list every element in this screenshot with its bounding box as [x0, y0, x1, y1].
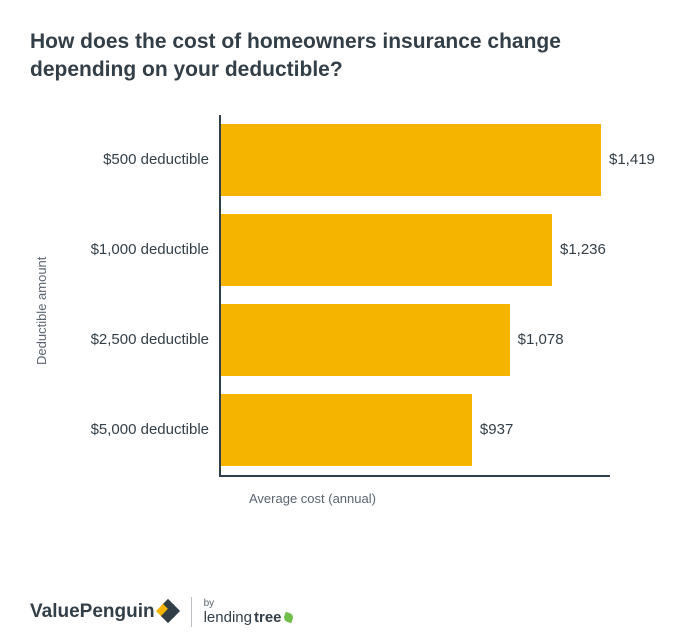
leaf-icon [282, 612, 294, 624]
brand1-text: ValuePenguin [30, 601, 155, 623]
bar-zone: $1,078 [219, 295, 670, 385]
category-label: $5,000 deductible [49, 421, 219, 438]
plot-area: $500 deductible $1,419 $1,000 deductible… [49, 115, 670, 506]
x-axis-line-row [49, 475, 670, 477]
x-axis-line [219, 475, 610, 477]
bar-row: $2,500 deductible $1,078 [49, 295, 670, 385]
chart-title: How does the cost of homeowners insuranc… [30, 28, 590, 85]
bar [221, 394, 472, 466]
category-label: $1,000 deductible [49, 241, 219, 258]
value-label: $1,078 [518, 331, 564, 348]
bar-row: $5,000 deductible $937 [49, 385, 670, 475]
bar [221, 214, 552, 286]
valuepenguin-logo: ValuePenguin [30, 601, 179, 623]
category-label: $2,500 deductible [49, 331, 219, 348]
lendingtree-part2: tree [254, 609, 282, 626]
by-text: by [204, 598, 215, 609]
category-label: $500 deductible [49, 151, 219, 168]
value-label: $937 [480, 421, 513, 438]
lendingtree-logo: by lendingtree [204, 598, 293, 626]
chart-area: Deductible amount $500 deductible $1,419… [30, 115, 670, 506]
bar [221, 124, 601, 196]
footer-brands: ValuePenguin by lendingtree [30, 597, 293, 627]
y-axis-label: Deductible amount [30, 115, 49, 506]
lendingtree-part1: lending [204, 609, 252, 626]
bar [221, 304, 510, 376]
valuepenguin-mark-icon [159, 602, 179, 622]
bar-zone: $1,419 [219, 115, 670, 205]
bar-row: $500 deductible $1,419 [49, 115, 670, 205]
value-label: $1,236 [560, 241, 606, 258]
bar-zone: $1,236 [219, 205, 670, 295]
x-axis-label: Average cost (annual) [249, 491, 670, 506]
brand-divider [191, 597, 192, 627]
value-label: $1,419 [609, 151, 655, 168]
bar-row: $1,000 deductible $1,236 [49, 205, 670, 295]
bar-zone: $937 [219, 385, 670, 475]
